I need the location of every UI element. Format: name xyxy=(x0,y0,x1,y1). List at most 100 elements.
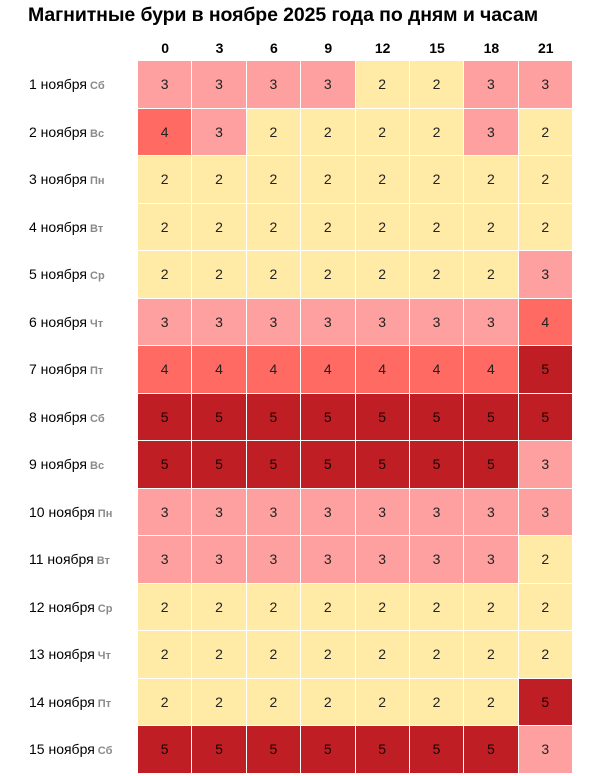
heatmap-cell: 3 xyxy=(518,251,573,299)
heatmap-cell: 4 xyxy=(518,298,573,347)
day-label: 11 ноября Вт xyxy=(29,536,110,584)
heatmap-cell: 2 xyxy=(409,583,465,632)
heatmap-cell: 3 xyxy=(246,536,302,584)
heatmap-cell: 5 xyxy=(518,678,573,727)
heatmap-cell: 5 xyxy=(192,726,247,774)
heatmap-cell: 2 xyxy=(355,631,410,679)
heatmap-cell: 2 xyxy=(138,583,193,632)
heatmap-cell: 2 xyxy=(409,156,465,204)
day-date: 6 ноября xyxy=(29,313,88,330)
hour-label: 18 xyxy=(483,40,500,56)
heatmap-cell: 2 xyxy=(409,631,465,679)
heatmap-cell: 2 xyxy=(192,678,247,727)
heatmap-cell: 2 xyxy=(464,251,519,299)
heatmap-cell: 5 xyxy=(246,441,302,489)
heatmap-cell: 5 xyxy=(464,726,519,774)
heatmap-cell: 4 xyxy=(409,346,465,394)
heatmap-cell: 5 xyxy=(409,441,465,489)
heatmap-cell: 5 xyxy=(301,726,356,774)
heatmap-cell: 5 xyxy=(192,441,247,489)
day-weekday: Пн xyxy=(97,507,113,520)
day-date: 10 ноября xyxy=(29,503,95,520)
day-label: 9 ноября Вс xyxy=(29,441,104,489)
day-weekday: Ср xyxy=(97,602,113,615)
heatmap-cell: 3 xyxy=(409,488,465,537)
heatmap-cell: 3 xyxy=(246,298,302,347)
heatmap-cell: 4 xyxy=(138,346,193,394)
heatmap-cell: 5 xyxy=(355,726,410,774)
heatmap-cell: 2 xyxy=(301,108,356,157)
hour-label: 0 xyxy=(161,40,170,56)
heatmap-cell: 3 xyxy=(138,61,193,109)
day-weekday: Ср xyxy=(90,270,105,283)
heatmap-cell: 3 xyxy=(518,61,573,109)
heatmap-cell: 2 xyxy=(192,203,247,252)
day-label: 5 ноября Ср xyxy=(29,251,105,299)
heatmap-cell: 5 xyxy=(192,393,247,442)
heatmap-cell: 2 xyxy=(192,631,247,679)
heatmap-cell: 5 xyxy=(355,393,410,442)
day-label: 15 ноября Сб xyxy=(29,726,112,774)
heatmap-cell: 2 xyxy=(518,583,573,632)
heatmap-cell: 2 xyxy=(246,583,302,632)
heatmap-cell: 3 xyxy=(301,298,356,347)
heatmap-cell: 2 xyxy=(355,678,410,727)
day-date: 11 ноября xyxy=(29,551,94,568)
heatmap-cell: 2 xyxy=(301,156,356,204)
heatmap-cell: 3 xyxy=(192,298,247,347)
heatmap-cell: 2 xyxy=(464,678,519,727)
heatmap-cell: 2 xyxy=(355,251,410,299)
heatmap-cell: 3 xyxy=(409,298,465,347)
day-label: 13 ноября Чт xyxy=(29,631,111,679)
heatmap-cell: 4 xyxy=(246,346,302,394)
heatmap-cell: 2 xyxy=(409,61,465,109)
day-label: 3 ноября Пн xyxy=(29,156,105,204)
day-weekday: Вс xyxy=(90,127,105,140)
day-date: 4 ноября xyxy=(29,218,88,235)
day-weekday: Сб xyxy=(90,412,105,425)
heatmap-cell: 3 xyxy=(138,488,193,537)
heatmap-cell: 2 xyxy=(409,251,465,299)
day-weekday: Чт xyxy=(97,650,111,663)
day-weekday: Пн xyxy=(90,175,105,188)
heatmap-cell: 4 xyxy=(355,346,410,394)
heatmap-cell: 3 xyxy=(464,108,519,157)
heatmap-cell: 5 xyxy=(138,726,193,774)
day-weekday: Вс xyxy=(90,460,105,473)
heatmap-cell: 2 xyxy=(301,203,356,252)
day-weekday: Пт xyxy=(90,365,104,378)
heatmap-cell: 2 xyxy=(138,156,193,204)
heatmap-cell: 3 xyxy=(355,536,410,584)
day-label: 2 ноября Вс xyxy=(29,109,104,157)
hour-label: 21 xyxy=(538,40,554,56)
heatmap-cell: 5 xyxy=(138,393,193,442)
heatmap-cell: 2 xyxy=(138,203,193,252)
heatmap-cell: 3 xyxy=(301,536,356,584)
day-label: 12 ноября Ср xyxy=(29,584,112,632)
day-weekday: Сб xyxy=(97,745,113,758)
heatmap-cell: 2 xyxy=(192,583,247,632)
day-date: 13 ноября xyxy=(29,646,95,663)
heatmap-cell: 2 xyxy=(409,108,465,157)
heatmap-cell: 2 xyxy=(409,203,465,252)
heatmap-cell: 5 xyxy=(246,726,302,774)
heatmap-cell: 2 xyxy=(464,583,519,632)
day-date: 2 ноября xyxy=(29,123,88,140)
day-date: 14 ноября xyxy=(29,693,95,710)
heatmap-cell: 3 xyxy=(301,488,356,537)
day-weekday: Вт xyxy=(90,222,104,235)
heatmap-cell: 2 xyxy=(246,631,302,679)
day-date: 3 ноября xyxy=(29,171,88,188)
heatmap-cell: 2 xyxy=(301,251,356,299)
day-date: 9 ноября xyxy=(29,456,88,473)
hour-label: 3 xyxy=(215,40,224,56)
heatmap-cell: 5 xyxy=(301,441,356,489)
heatmap-cell: 2 xyxy=(138,631,193,679)
day-label: 6 ноября Чт xyxy=(29,299,103,347)
heatmap-cell: 3 xyxy=(138,298,193,347)
heatmap-cell: 5 xyxy=(138,441,193,489)
heatmap-cell: 5 xyxy=(301,393,356,442)
heatmap-cell: 5 xyxy=(464,393,519,442)
heatmap-cell: 2 xyxy=(192,251,247,299)
heatmap-cell: 2 xyxy=(355,61,410,109)
